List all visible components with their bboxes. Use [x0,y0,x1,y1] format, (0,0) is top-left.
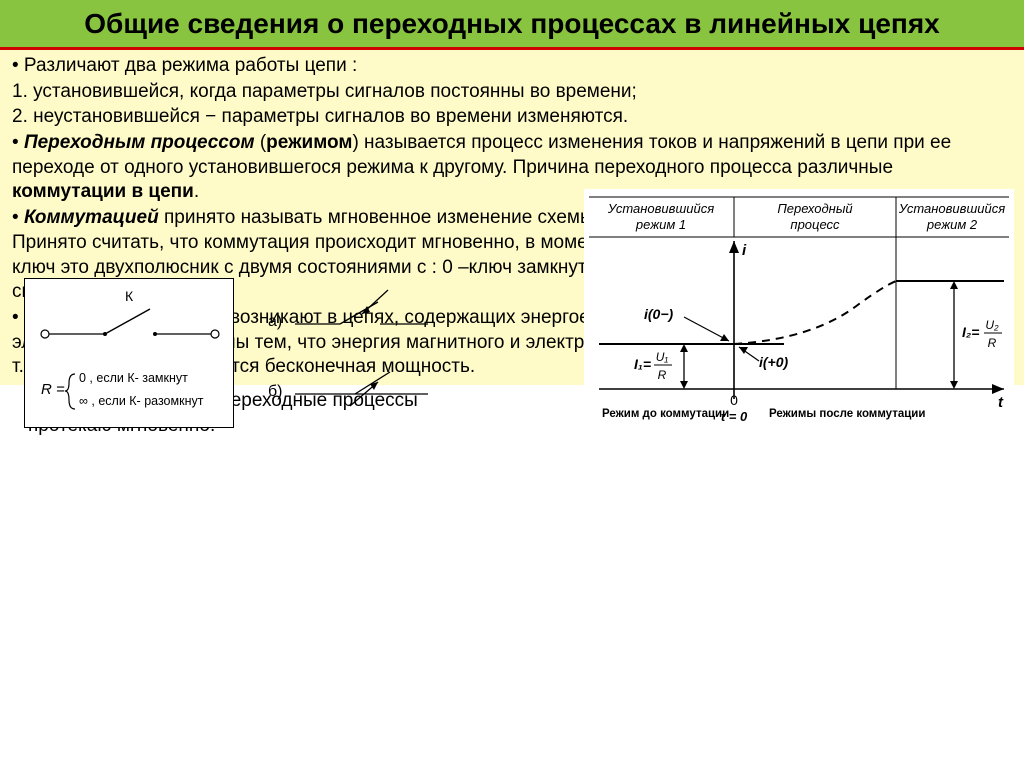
graph-top-l2a: Переходный [777,201,852,216]
switch-R-label: R = [41,381,65,398]
graph-axis-i: i [742,242,747,259]
graph-top-l1a: Установившийся [607,201,714,216]
graph-top-l3a: Установившийся [898,201,1005,216]
b3-lead: • [12,207,24,228]
page-title: Общие сведения о переходных процессах в … [12,6,1012,41]
bottom-area: В резистивных цепях переходные процессы … [0,385,1024,442]
title-bar: Общие сведения о переходных процессах в … [0,0,1024,47]
b2-mid: ( [255,132,267,153]
b3-term: Коммутацией [24,207,159,228]
graph-top-l3b: режим 2 [926,217,978,232]
bullet-1-sub1: 1. установившейся, когда параметры сигна… [12,80,1012,105]
graph-I2: I₂= [962,324,979,340]
graph-i0plus: i(+0) [759,354,789,370]
arrows-label-b: б) [268,383,283,400]
graph-diagram: Установившийся режим 1 Переходный процес… [584,189,1014,434]
switch-diagram: К R = 0 , если К- замкнут ∞ , если К- ра… [24,278,234,428]
graph-bottom-right: Режимы после коммутации [769,408,925,420]
graph-I1-bot: R [658,368,667,382]
b2-end: . [194,181,199,202]
graph-axis-t: t [998,394,1004,411]
graph-I2-bot: R [988,336,997,350]
b2-bold: коммутации в цепи [12,181,194,202]
graph-bottom-left: Режим до коммутации [602,408,729,420]
graph-top-l2b: процесс [790,217,840,232]
graph-I1-top: U₁ [656,350,669,364]
graph-I1: I₁= [634,356,651,372]
graph-I2-top: U₂ [985,318,999,332]
graph-top-l1b: режим 1 [635,217,686,232]
bullet-1-sub2: 2. неустановившейся − параметры сигналов… [12,105,1012,130]
bullet-1: • Различают два режима работы цепи : [12,54,1012,79]
switch-brace-bot: ∞ , если К- разомкнут [79,394,204,408]
b2-term2: режимом [266,132,352,153]
b2-term: Переходным процессом [24,132,255,153]
graph-i0minus: i(0−) [644,306,674,322]
arrows-label-a: а) [268,313,282,330]
arrows-diagram: а) б) [260,284,470,424]
switch-brace-top: 0 , если К- замкнут [79,371,188,385]
b2-lead: • [12,132,24,153]
graph-zero: 0 [730,392,738,408]
switch-label-K: К [125,288,134,304]
